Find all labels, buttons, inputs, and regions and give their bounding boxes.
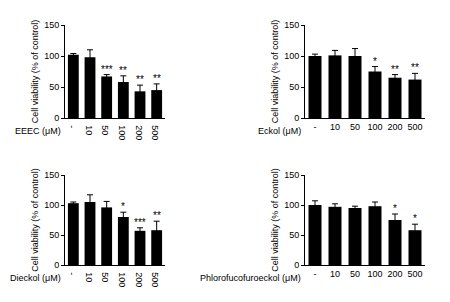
svg-text:50: 50	[49, 82, 59, 92]
svg-text:Phlorofucofuroeckol (μM): Phlorofucofuroeckol (μM)	[200, 273, 301, 283]
svg-text:*: *	[121, 201, 125, 212]
svg-text:10: 10	[84, 125, 94, 135]
svg-text:100: 100	[284, 51, 299, 61]
svg-text:50: 50	[100, 125, 110, 135]
svg-text:*: *	[413, 213, 417, 224]
svg-text:150: 150	[284, 20, 299, 30]
svg-text:0: 0	[294, 260, 299, 270]
svg-text:100: 100	[44, 200, 59, 210]
svg-text:EEEC (μM): EEEC (μM)	[15, 126, 61, 136]
svg-text:500: 500	[150, 272, 160, 287]
svg-text:10: 10	[330, 122, 340, 132]
svg-text:***: ***	[134, 217, 146, 228]
svg-text:**: **	[119, 65, 127, 76]
svg-text:Cell viability (% of control): Cell viability (% of control)	[270, 168, 280, 272]
svg-text:Dieckol (μM): Dieckol (μM)	[10, 273, 61, 283]
svg-text:0: 0	[294, 113, 299, 123]
svg-text:100: 100	[367, 122, 382, 132]
svg-text:150: 150	[284, 170, 299, 180]
svg-text:50: 50	[49, 230, 59, 240]
svg-text:500: 500	[150, 125, 160, 140]
svg-text:50: 50	[350, 269, 360, 279]
svg-text:50: 50	[350, 122, 360, 132]
svg-text:-: -	[314, 122, 317, 132]
svg-text:*: *	[373, 56, 377, 67]
svg-text:**: **	[153, 210, 161, 221]
svg-text:100: 100	[44, 51, 59, 61]
svg-text:50: 50	[289, 230, 299, 240]
svg-text:10: 10	[330, 269, 340, 279]
svg-text:200: 200	[387, 269, 402, 279]
svg-text:150: 150	[44, 20, 59, 30]
svg-text:***: ***	[101, 64, 113, 75]
svg-text:0: 0	[54, 113, 59, 123]
svg-text:100: 100	[117, 125, 127, 140]
svg-text:200: 200	[134, 125, 144, 140]
svg-text:200: 200	[134, 272, 144, 287]
svg-text:Eckol (μM): Eckol (μM)	[258, 126, 301, 136]
svg-text:200: 200	[387, 122, 402, 132]
svg-text:-: -	[67, 125, 77, 128]
svg-text:100: 100	[284, 200, 299, 210]
svg-text:-: -	[314, 269, 317, 279]
svg-text:**: **	[136, 74, 144, 85]
svg-text:**: **	[391, 64, 399, 75]
svg-text:50: 50	[289, 82, 299, 92]
svg-text:500: 500	[407, 122, 422, 132]
svg-text:100: 100	[367, 269, 382, 279]
svg-text:-: -	[67, 272, 77, 275]
svg-text:150: 150	[44, 170, 59, 180]
svg-text:Cell viability (% of control): Cell viability (% of control)	[30, 168, 40, 272]
svg-text:Cell viability (% of control): Cell viability (% of control)	[270, 20, 280, 124]
svg-text:100: 100	[117, 272, 127, 287]
svg-text:50: 50	[100, 272, 110, 282]
svg-text:**: **	[153, 73, 161, 84]
svg-text:500: 500	[407, 269, 422, 279]
svg-text:0: 0	[54, 260, 59, 270]
svg-text:10: 10	[84, 272, 94, 282]
svg-text:Cell viability (% of control): Cell viability (% of control)	[30, 20, 40, 124]
svg-text:*: *	[393, 203, 397, 214]
svg-text:**: **	[411, 62, 419, 73]
